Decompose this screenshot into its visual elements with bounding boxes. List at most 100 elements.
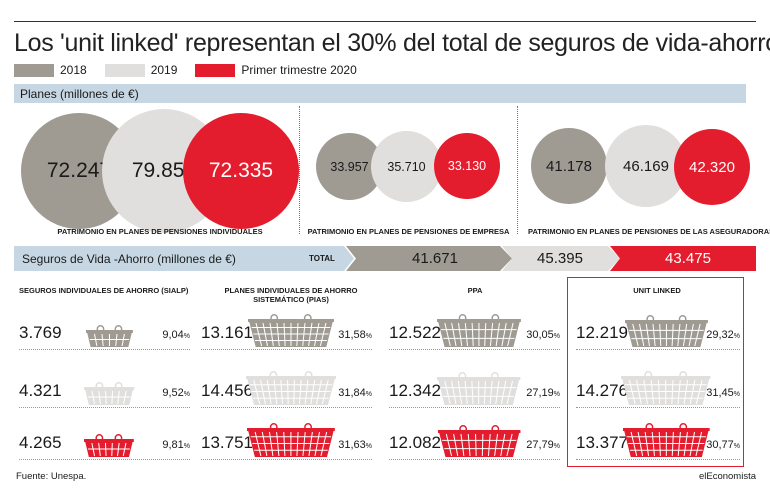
bubble-label: 79.850 — [131, 159, 197, 182]
bubble-aseguradoras-2019: 46.169 — [605, 125, 687, 207]
basket-share: 9,81% — [140, 439, 190, 451]
seguros-label-arrow — [14, 246, 354, 271]
row-rule — [576, 407, 740, 408]
legend-swatch-2019 — [104, 63, 145, 77]
basket-mark — [84, 434, 134, 457]
basket-mark — [85, 325, 133, 347]
legend-item-2018: 2018 — [14, 63, 87, 77]
total-2018-arrow — [346, 246, 512, 271]
caption-individuales: PATRIMONIO EN PLANES DE PENSIONES INDIVI… — [57, 227, 263, 236]
caption-aseguradoras: PATRIMONIO EN PLANES DE PENSIONES DE LAS… — [528, 227, 770, 236]
total-2019: 45.395 — [537, 250, 583, 267]
bubble-label: 33.130 — [447, 159, 487, 173]
basket-share-value: 27,79 — [526, 439, 554, 451]
basket-share-value: 9,81 — [162, 439, 184, 451]
row-rule — [201, 407, 372, 408]
basket-value: 13.377 — [576, 433, 628, 452]
basket-share-unit: % — [553, 333, 560, 340]
bubble-label: 42.320 — [689, 158, 735, 176]
basket-mark — [437, 425, 520, 457]
bubble-aseguradoras-2020: 42.320 — [674, 129, 750, 205]
basket-share: 30,77% — [690, 439, 740, 451]
bubble-empresa-2020: 33.130 — [434, 133, 500, 199]
bubble-label: 46.169 — [623, 157, 669, 175]
basket-value: 14.456 — [201, 381, 253, 400]
seguros-band — [14, 246, 756, 271]
basket-share-unit: % — [183, 333, 190, 340]
bubble-aseguradoras-2018: 41.178 — [531, 128, 607, 204]
basket-mark — [437, 372, 521, 405]
basket-share-unit: % — [733, 443, 740, 450]
legend-swatch-2018 — [14, 63, 54, 77]
basket-value: 12.219 — [576, 323, 628, 342]
legend-item-2019: 2019 — [104, 63, 178, 77]
basket-mark — [247, 423, 335, 457]
total-2020-arrow — [610, 246, 756, 271]
basket-mark — [622, 423, 710, 457]
basket-share-value: 31,63 — [338, 439, 366, 451]
seguros-band-label: Seguros de Vida -Ahorro (millones de €) — [22, 252, 236, 266]
basket-share-value: 31,45 — [706, 387, 734, 399]
basket-mark — [621, 371, 711, 405]
basket-share-unit: % — [553, 443, 560, 450]
basket-share-value: 9,52 — [162, 387, 184, 399]
basket-share-unit: % — [733, 333, 740, 340]
basket-share-unit: % — [365, 333, 372, 340]
row-rule — [576, 459, 740, 460]
bubble-label: 35.710 — [387, 159, 426, 174]
basket-share: 31,58% — [322, 329, 372, 341]
basket-share: 27,79% — [510, 439, 560, 451]
row-rule — [19, 459, 190, 460]
basket-share-value: 27,19 — [526, 387, 554, 399]
total-2019-arrow — [502, 246, 620, 271]
caption-empresa: PATRIMONIO EN PLANES DE PENSIONES DE EMP… — [307, 227, 510, 236]
basket-mark — [246, 371, 336, 405]
basket-value: 14.276 — [576, 381, 628, 400]
basket-share-unit: % — [553, 391, 560, 398]
legend-label-2020: Primer trimestre 2020 — [241, 63, 357, 77]
bubble-label: 33.957 — [330, 159, 369, 174]
basket-value: 12.522 — [389, 323, 441, 342]
legend-item-2020: Primer trimestre 2020 — [195, 63, 357, 77]
basket-share-unit: % — [183, 443, 190, 450]
basket-share-unit: % — [365, 391, 372, 398]
basket-share: 30,05% — [510, 329, 560, 341]
basket-value: 4.265 — [19, 433, 62, 452]
basket-share-value: 9,04 — [162, 329, 184, 341]
basket-value: 12.082 — [389, 433, 441, 452]
bubble-individuales-2020: 72.335 — [183, 113, 299, 229]
col-header-unit-linked: UNIT LINKED — [633, 286, 681, 295]
basket-share-value: 31,84 — [338, 387, 366, 399]
legend: 2018 2019 Primer trimestre 2020 — [14, 62, 375, 78]
basket-value: 13.161 — [201, 323, 253, 342]
basket-value: 12.342 — [389, 381, 441, 400]
basket-share: 31,63% — [322, 439, 372, 451]
brand: elEconomista — [698, 471, 756, 482]
divider — [517, 106, 518, 234]
col-header-pias: PLANES INDIVIDUALES DE AHORRO SISTEMÁTIC… — [224, 286, 358, 304]
source: Fuente: Unespa. — [16, 471, 87, 482]
basket-mark — [248, 314, 334, 347]
basket-share-value: 30,05 — [526, 329, 554, 341]
basket-mark — [437, 314, 521, 347]
basket-share-unit: % — [733, 391, 740, 398]
bubble-label: 72.247 — [46, 159, 112, 182]
unit-linked-highlight — [567, 277, 744, 467]
total-label: TOTAL — [309, 254, 335, 263]
basket-share: 9,52% — [140, 387, 190, 399]
basket-share-value: 30,77 — [706, 439, 734, 451]
row-rule — [389, 459, 560, 460]
planes-band-label: Planes (millones de €) — [20, 86, 139, 101]
top-rule — [14, 21, 756, 22]
row-rule — [389, 349, 560, 350]
divider — [299, 106, 300, 234]
row-rule — [19, 349, 190, 350]
row-rule — [576, 349, 740, 350]
legend-swatch-2020 — [195, 63, 236, 77]
legend-label-2019: 2019 — [150, 63, 178, 77]
bubble-empresa-2019: 35.710 — [371, 131, 442, 202]
row-rule — [389, 407, 560, 408]
row-rule — [201, 459, 372, 460]
basket-share: 9,04% — [140, 329, 190, 341]
basket-share-unit: % — [183, 391, 190, 398]
